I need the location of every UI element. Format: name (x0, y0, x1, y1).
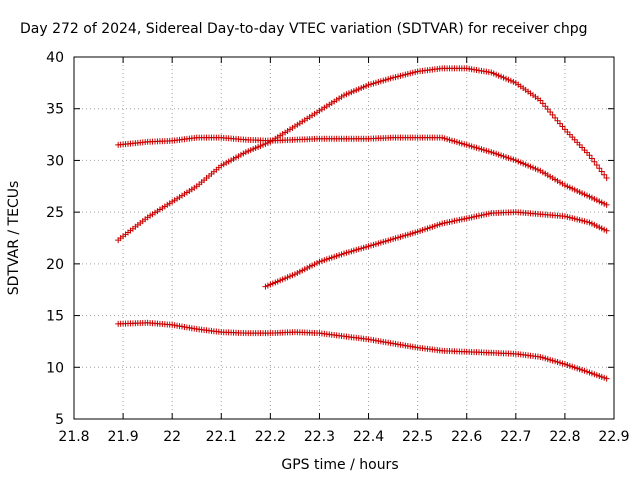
y-tick-labels: 5 10 15 20 25 30 35 40 (46, 50, 64, 428)
x-axis-label: GPS time / hours (281, 457, 398, 473)
series-trace-1 (115, 65, 610, 244)
data-point (601, 171, 608, 178)
series-trace-2 (115, 134, 610, 208)
x-tick-label: 22.5 (402, 429, 433, 445)
y-tick-label: 20 (46, 257, 64, 273)
y-tick-label: 30 (46, 153, 64, 169)
y-tick-label: 40 (46, 50, 64, 66)
data-point (598, 168, 605, 175)
y-axis-label: SDTVAR / TECUs (6, 181, 22, 296)
x-tick-label: 21.8 (58, 429, 89, 445)
series-trace-3 (262, 209, 610, 290)
data-point (603, 227, 610, 234)
data-point (591, 158, 598, 165)
x-tick-label: 21.9 (108, 429, 139, 445)
y-tick-label: 25 (46, 205, 64, 221)
data-point (593, 162, 600, 169)
x-tick-label: 22.9 (598, 429, 629, 445)
data-point (603, 201, 610, 208)
plot-frame (73, 56, 615, 420)
x-tick-label: 22.2 (255, 429, 286, 445)
grid (74, 57, 614, 419)
data-point (586, 152, 593, 159)
y-tick-label: 15 (46, 309, 64, 325)
data-point (588, 155, 595, 162)
data-point (596, 165, 603, 172)
x-tick-label: 22.7 (500, 429, 531, 445)
y-tick-label: 35 (46, 102, 64, 118)
x-tick-label: 22.3 (304, 429, 335, 445)
x-tick-label: 22.1 (206, 429, 237, 445)
data-point (603, 175, 610, 182)
x-tick-labels: 21.8 21.9 22 22.1 22.2 22.3 22.4 22.5 22.6 22.7 22… (58, 429, 629, 445)
series-trace-4 (115, 319, 610, 382)
data-point (603, 375, 610, 382)
axis-ticks (73, 56, 615, 420)
data-series (115, 65, 610, 382)
x-tick-label: 22.4 (353, 429, 384, 445)
x-tick-label: 22 (163, 429, 181, 445)
x-tick-label: 22.6 (451, 429, 482, 445)
x-tick-label: 22.8 (549, 429, 580, 445)
chart-title: Day 272 of 2024, Sidereal Day-to-day VTE… (20, 21, 588, 37)
y-tick-label: 5 (55, 412, 64, 428)
y-tick-label: 10 (46, 360, 64, 376)
